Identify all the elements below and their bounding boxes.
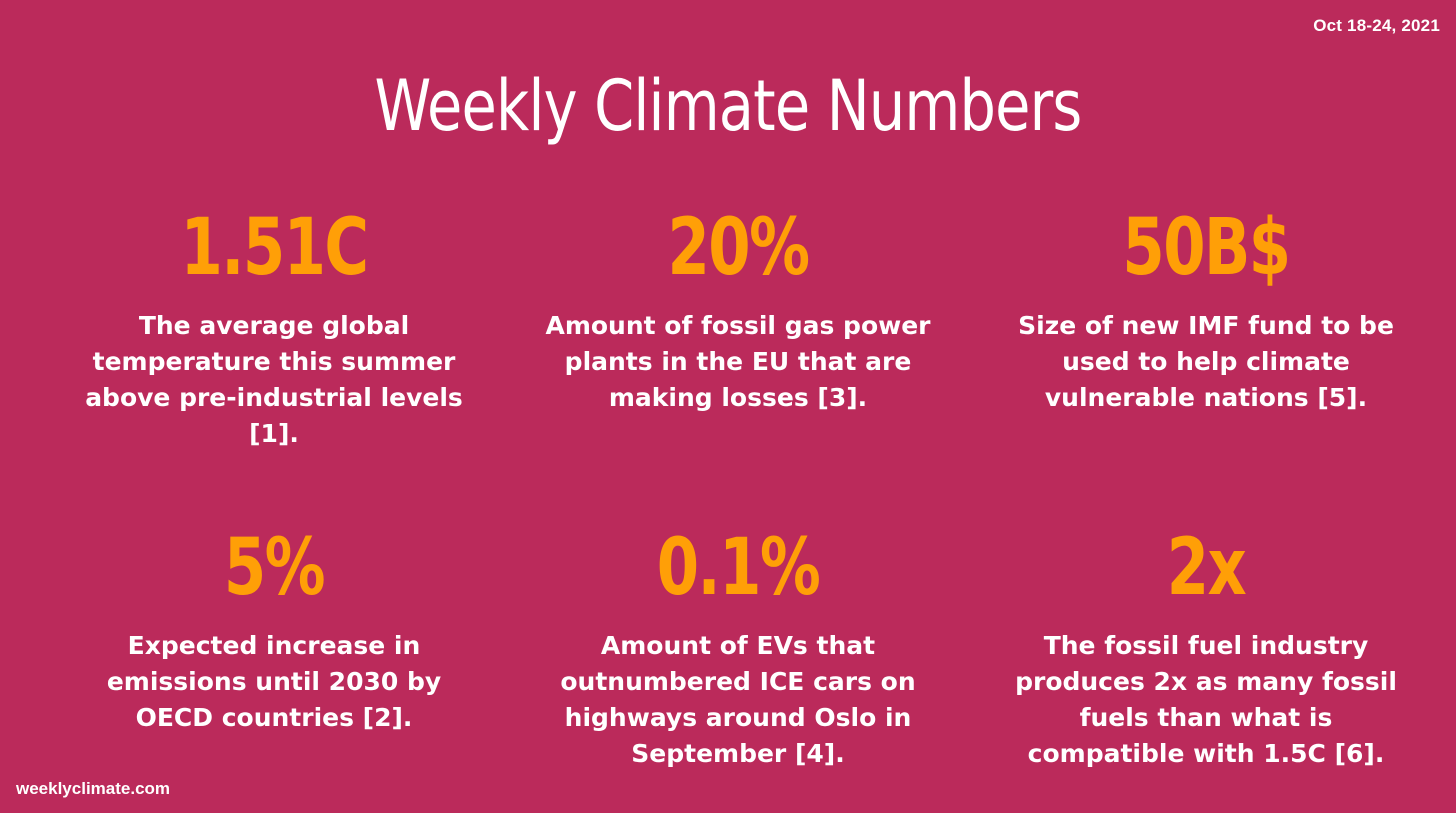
stat-description: Amount of EVs that outnumbered ICE cars … — [560, 631, 916, 768]
stat-number: 1.51C — [180, 203, 370, 293]
stat-description: The fossil fuel industry produces 2x as … — [1015, 631, 1397, 768]
stat-number: 50B$ — [1122, 203, 1291, 293]
stat-number: 0.1% — [656, 523, 821, 613]
stat-description: Size of new IMF fund to be used to help … — [1018, 311, 1394, 412]
website-footer: weeklyclimate.com — [16, 779, 171, 798]
stat-description: The average global temperature this summ… — [85, 311, 463, 448]
stat-card-fossil-fuels: 2x The fossil fuel industry produces 2x … — [996, 524, 1416, 772]
stat-description: Amount of fossil gas power plants in the… — [545, 311, 931, 412]
stat-card-imf-fund: 50B$ Size of new IMF fund to be used to … — [996, 204, 1416, 416]
date-label: Oct 18-24, 2021 — [1313, 16, 1440, 35]
stat-number: 2x — [1166, 523, 1247, 613]
stat-card-evs: 0.1% Amount of EVs that outnumbered ICE … — [528, 524, 948, 772]
stat-card-emissions: 5% Expected increase in emissions until … — [64, 524, 484, 736]
stat-card-temperature: 1.51C The average global temperature thi… — [64, 204, 484, 452]
stat-number: 20% — [667, 203, 811, 293]
stat-card-gas-plants: 20% Amount of fossil gas power plants in… — [528, 204, 948, 416]
stat-number: 5% — [223, 523, 326, 613]
page-title: Weekly Climate Numbers — [374, 65, 1082, 147]
stat-description: Expected increase in emissions until 203… — [106, 631, 442, 732]
